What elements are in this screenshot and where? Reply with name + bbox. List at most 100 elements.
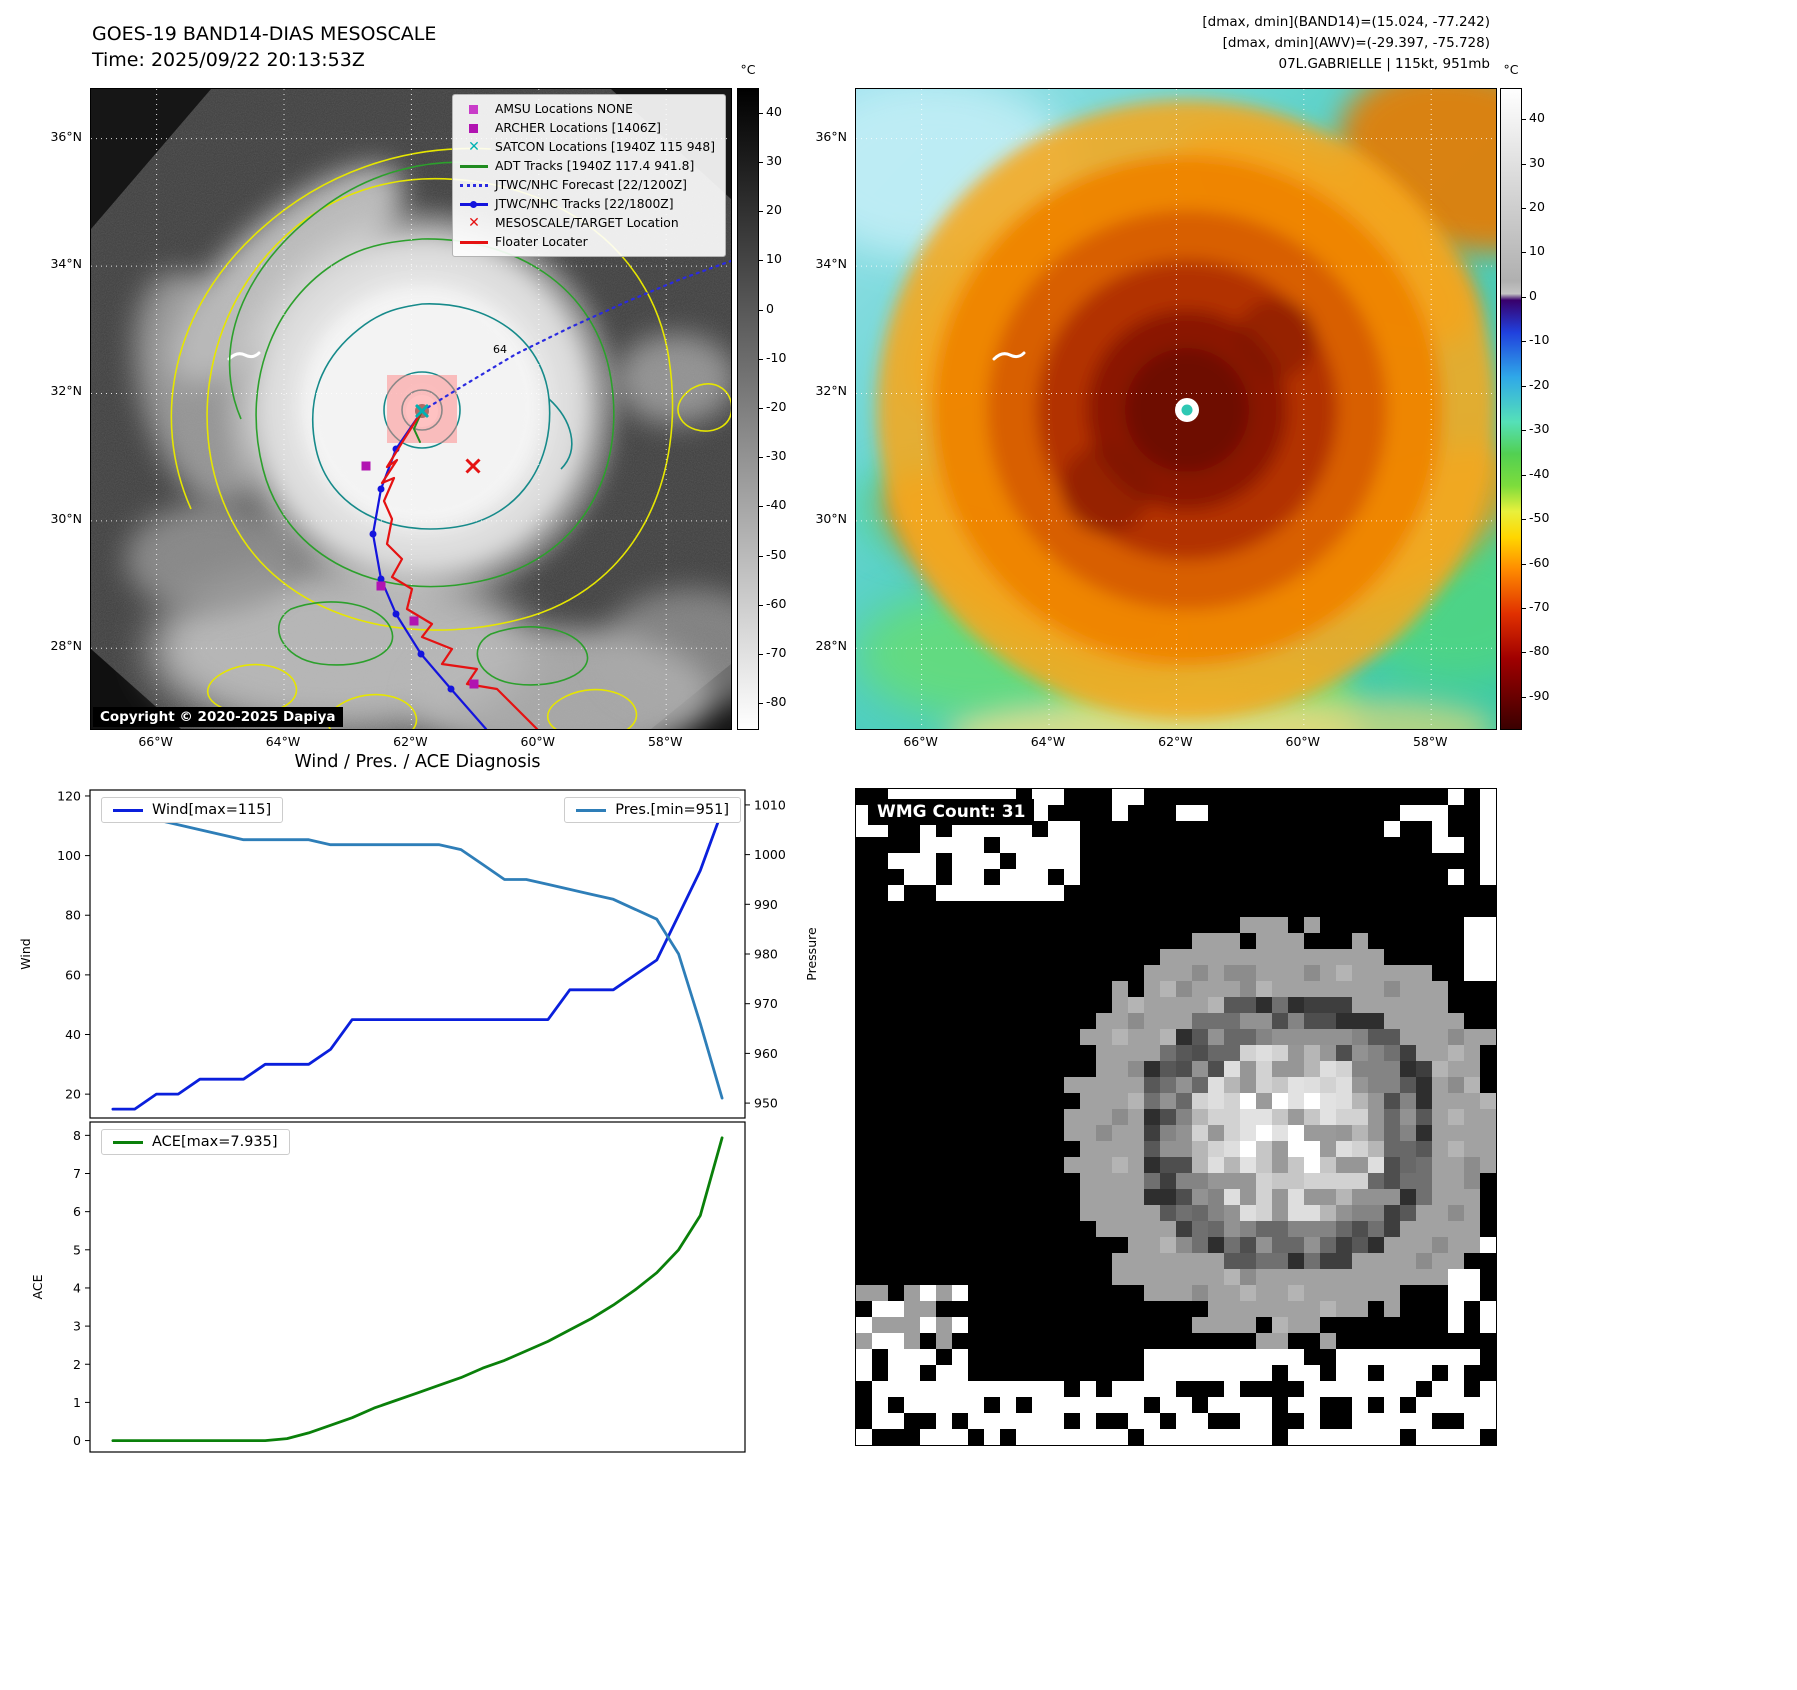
wmg-pixel [1320, 1381, 1336, 1397]
wmg-pixel [1224, 949, 1240, 965]
wmg-pixel [1304, 1173, 1320, 1189]
wmg-pixel [1256, 1013, 1272, 1029]
wmg-pixel [1048, 789, 1064, 805]
wmg-pixel [1272, 997, 1288, 1013]
wmg-pixel [1224, 1349, 1240, 1365]
wmg-pixel [1272, 1349, 1288, 1365]
wmg-pixel [1240, 1397, 1256, 1413]
wmg-pixel [1320, 1029, 1336, 1045]
wmg-pixel [1368, 1205, 1384, 1221]
colorbar-tick [1521, 341, 1526, 343]
wmg-pixel [920, 837, 936, 853]
wmg-pixel [1320, 1205, 1336, 1221]
wmg-pixel [1208, 1141, 1224, 1157]
wmg-pixel [1128, 1381, 1144, 1397]
wmg-pixel [888, 1333, 904, 1349]
wmg-pixel [1096, 1189, 1112, 1205]
wmg-pixel [1240, 1013, 1256, 1029]
floater-track [380, 409, 539, 731]
wmg-pixel [1144, 1269, 1160, 1285]
satcon-location-marker [415, 404, 429, 418]
wmg-pixel [936, 885, 952, 901]
wmg-pixel [1112, 1205, 1128, 1221]
wmg-pixel [1208, 1093, 1224, 1109]
wmg-pixel [1224, 1125, 1240, 1141]
wmg-pixel [1128, 1077, 1144, 1093]
wmg-pixel [1480, 933, 1496, 949]
wmg-pixel [1320, 949, 1336, 965]
wmg-pixel [1016, 885, 1032, 901]
wmg-pixel [1080, 1205, 1096, 1221]
wmg-pixel [1336, 1349, 1352, 1365]
wmg-pixel [1464, 1093, 1480, 1109]
wmg-pixel [1400, 1349, 1416, 1365]
wmg-pixel [1368, 1157, 1384, 1173]
wmg-pixel [1384, 1205, 1400, 1221]
wmg-pixel [1384, 1077, 1400, 1093]
wmg-pixel [872, 1397, 888, 1413]
wmg-pixel [1384, 1301, 1400, 1317]
wmg-pixel [1352, 933, 1368, 949]
wmg-pixel [1400, 1109, 1416, 1125]
wmg-pixel [1464, 949, 1480, 965]
wmg-pixel [1352, 965, 1368, 981]
legend-item-label: Floater Locater [494, 235, 588, 249]
wmg-pixel [952, 885, 968, 901]
wmg-pixel [1128, 997, 1144, 1013]
wmg-pixel [1256, 933, 1272, 949]
wmg-pixel [1304, 1317, 1320, 1333]
page-time: Time: 2025/09/22 20:13:53Z [92, 48, 365, 71]
wmg-pixel [1432, 1029, 1448, 1045]
wmg-pixel [984, 1381, 1000, 1397]
wmg-pixel [1288, 1157, 1304, 1173]
wmg-pixel [1304, 1141, 1320, 1157]
colorbar-tick-label: -60 [766, 595, 787, 611]
wmg-pixel [856, 1365, 872, 1381]
wmg-pixel [1336, 1221, 1352, 1237]
wmg-pixel [1336, 1237, 1352, 1253]
colorbar-tick [1521, 608, 1526, 609]
wmg-pixel [888, 1349, 904, 1365]
wmg-pixel [1480, 789, 1496, 805]
wmg-pixel [888, 1413, 904, 1429]
colorbar-tick [1521, 296, 1526, 298]
wmg-pixel [1480, 805, 1496, 821]
wmg-pixel [1384, 1173, 1400, 1189]
wmg-pixel [1240, 965, 1256, 981]
wmg-pixel [1144, 1173, 1160, 1189]
wmg-pixel [1304, 1381, 1320, 1397]
wmg-pixel [1144, 997, 1160, 1013]
wmg-pixel [1192, 1285, 1208, 1301]
wmg-pixel [1080, 1189, 1096, 1205]
wmg-pixel [1352, 1349, 1368, 1365]
colorbar-tick-label: 40 [766, 103, 782, 119]
wmg-pixel [1400, 1205, 1416, 1221]
wmg-pixel [1016, 869, 1032, 885]
wmg-pixel [1416, 1253, 1432, 1269]
wmg-pixel [1384, 1221, 1400, 1237]
wmg-pixel [1256, 1285, 1272, 1301]
wmg-pixel [1288, 949, 1304, 965]
wmg-pixel [1480, 1381, 1496, 1397]
wmg-pixel [1352, 981, 1368, 997]
wmg-pixel [1448, 1029, 1464, 1045]
wmg-pixel [1352, 1061, 1368, 1077]
wmg-pixel [1304, 1365, 1320, 1381]
wmg-pixel [1320, 1045, 1336, 1061]
y-tick-label: 990 [754, 897, 778, 912]
wmg-pixel [1176, 1125, 1192, 1141]
wmg-pixel [1240, 1301, 1256, 1317]
wmg-pixel [1032, 1381, 1048, 1397]
wmg-pixel [1432, 1157, 1448, 1173]
wmg-pixel [1048, 821, 1064, 837]
wmg-pixel [1112, 1077, 1128, 1093]
lat-tick-label: 36°N [815, 128, 847, 144]
wmg-pixel [1384, 1253, 1400, 1269]
wmg-pixel [1176, 1045, 1192, 1061]
wmg-pixel [1384, 1125, 1400, 1141]
wmg-pixel [1160, 1109, 1176, 1125]
wmg-pixel [984, 885, 1000, 901]
wmg-pixel [1304, 1157, 1320, 1173]
wmg-pixel [968, 837, 984, 853]
legend-item: ✕ SATCON Locations [1940Z 115 948] [459, 139, 715, 155]
